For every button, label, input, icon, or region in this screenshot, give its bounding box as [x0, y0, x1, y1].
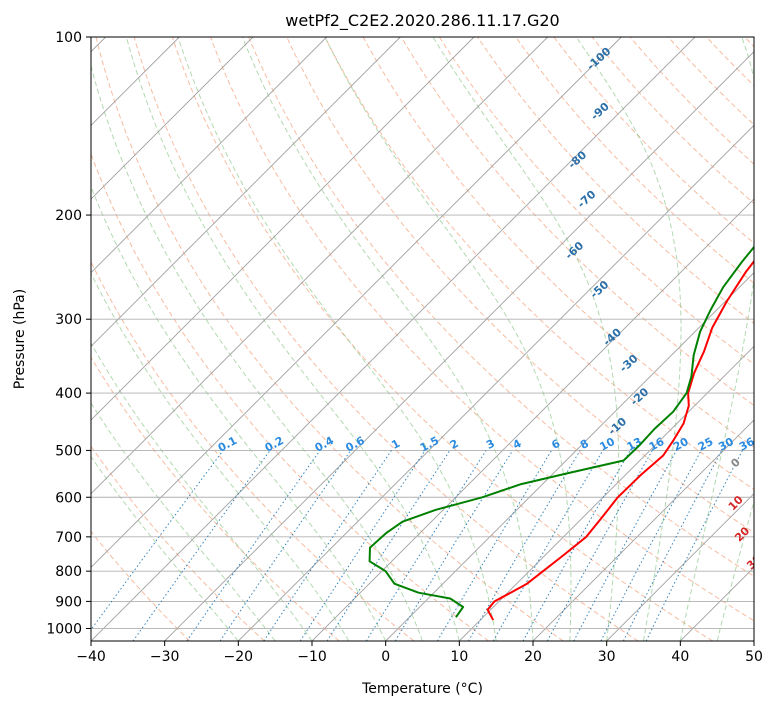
moist-adiabat-line	[91, 272, 350, 641]
isotherm-line	[91, 37, 254, 200]
mixing-ratio-line	[365, 450, 487, 641]
y-tick-label: 700	[55, 530, 82, 546]
moist-adiabat-line	[324, 37, 572, 641]
isotherm-line	[311, 198, 754, 641]
mixing-ratio-label: 16	[647, 435, 667, 454]
moist-adiabat-line	[432, 37, 620, 641]
mixing-ratio-line	[600, 450, 702, 641]
moist-adiabat-label: 30	[744, 552, 764, 572]
x-tick-label: 0	[381, 649, 390, 665]
moist-adiabat-line	[91, 64, 423, 641]
moist-adiabat-line	[91, 342, 313, 641]
isotherm-line	[91, 37, 696, 641]
y-tick-label: 800	[55, 564, 82, 580]
dry-adiabat-line	[210, 37, 754, 622]
moist-adiabat-line	[91, 455, 239, 641]
x-tick-label: 40	[671, 649, 689, 665]
dry-adiabat-line	[171, 37, 713, 641]
y-tick-label: 400	[55, 386, 82, 402]
x-tick-label: −40	[76, 649, 106, 665]
mixing-ratio-line	[394, 450, 514, 641]
dewpoint-profile-line	[368, 245, 754, 618]
profile-series-layer	[368, 245, 754, 621]
x-tick-label: 20	[524, 649, 542, 665]
dry-adiabat-line	[438, 37, 754, 365]
mixing-ratio-line	[546, 450, 653, 641]
moist-adiabat-line	[242, 37, 534, 641]
mixing-ratio-label: 25	[696, 435, 716, 454]
y-tick-label: 200	[55, 208, 82, 224]
y-tick-label: 600	[55, 490, 82, 506]
dry-adiabat-line	[248, 37, 754, 577]
temperature-profile-line	[486, 259, 754, 621]
x-tick-label: −20	[224, 649, 254, 665]
moist-adiabat-line	[125, 37, 460, 641]
mixing-ratio-label: 30	[716, 435, 736, 454]
y-tick-label: 1000	[46, 621, 82, 637]
mixing-ratio-line	[219, 450, 352, 641]
moist-adiabat-line	[91, 185, 387, 641]
dry-adiabat-line	[91, 260, 415, 641]
x-tick-label: 10	[450, 649, 468, 665]
mixing-ratio-line	[622, 450, 723, 641]
dry-adiabat-line	[629, 37, 754, 165]
y-axis-label: Pressure (hPa)	[12, 289, 28, 389]
y-tick-label: 300	[55, 312, 82, 328]
x-tick-label: −10	[297, 649, 327, 665]
x-tick-label: −30	[150, 649, 180, 665]
mixing-ratio-line	[573, 450, 677, 641]
isotherm-line	[91, 37, 548, 495]
mixing-ratio-line	[263, 450, 392, 641]
mixing-ratio-line	[186, 450, 321, 641]
mixing-ratio-line	[436, 450, 553, 641]
chart-title: wetPf2_C2E2.2020.286.11.17.G20	[285, 11, 559, 31]
isotherm-line	[606, 493, 754, 641]
isotherm-line	[164, 51, 754, 641]
isotherm-line	[385, 272, 754, 641]
mixing-ratio-label: 20	[671, 435, 691, 454]
isotherm-line	[532, 419, 754, 641]
isotherm-line	[91, 37, 401, 347]
dry-adiabat-line	[286, 37, 754, 534]
grid-layer	[91, 37, 754, 641]
axis-layer: −40 −30 −20 −10 0 10 20 30 40 50 100 200 300 400 500 60…	[46, 30, 763, 665]
moist-adiabat-line	[716, 499, 754, 641]
mixing-ratio-line	[492, 450, 604, 641]
y-tick-label: 100	[55, 30, 82, 46]
dry-adiabat-line	[133, 37, 639, 641]
mixing-ratio-label: 13	[625, 435, 645, 454]
isotherm-line	[91, 37, 475, 421]
isotherm-line	[91, 37, 327, 274]
dry-adiabat-line	[324, 37, 754, 491]
x-tick-label: 30	[598, 649, 616, 665]
mixing-ratio-line	[468, 450, 581, 641]
mixing-ratio-label: 10	[597, 435, 617, 454]
isotherm-line	[238, 124, 754, 641]
mixing-ratio-line	[522, 450, 631, 641]
isotherm-line	[91, 37, 622, 568]
dry-adiabat-line	[91, 356, 340, 641]
mixing-ratio-label: 36	[737, 435, 757, 454]
x-axis-label: Temperature (°C)	[361, 681, 483, 697]
isotherm-line	[459, 345, 754, 641]
dry-adiabat-line	[362, 37, 754, 448]
moist-adiabat-line	[575, 37, 682, 641]
y-tick-label: 900	[55, 594, 82, 610]
dry-adiabat-line	[400, 37, 754, 407]
y-tick-label: 500	[55, 443, 82, 459]
dry-adiabat-line	[91, 530, 191, 641]
x-tick-label: 50	[745, 649, 763, 665]
plot-frame	[90, 36, 755, 642]
moist-adiabat-line	[177, 37, 497, 641]
